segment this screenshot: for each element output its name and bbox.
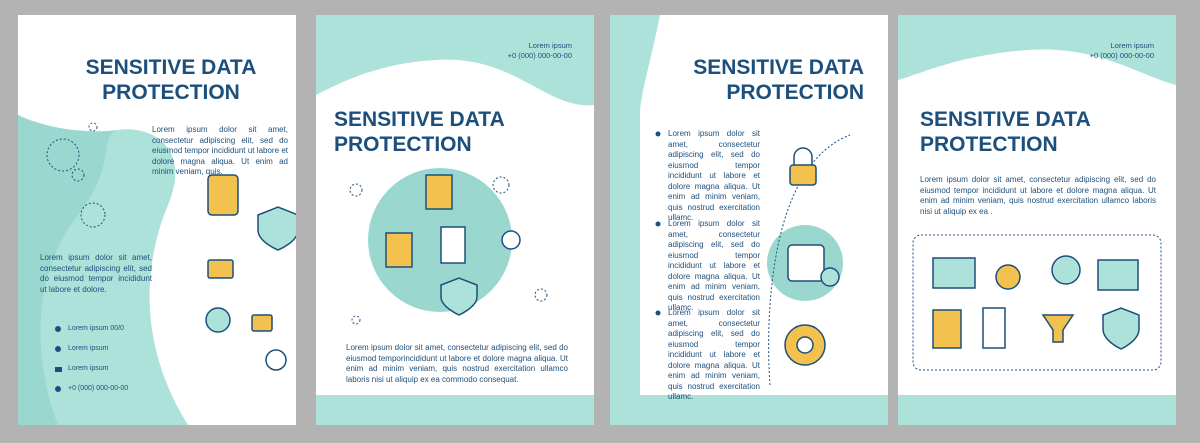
title-line: SENSITIVE DATA: [693, 56, 864, 79]
title: SENSITIVE DATA PROTECTION: [334, 107, 505, 157]
contact: Lorem ipsum: [68, 365, 109, 372]
contact: Lorem ipsum 00/0: [68, 325, 125, 332]
paragraph: Lorem ipsum dolor sit amet, consectetur …: [920, 175, 1156, 216]
paragraph: Lorem ipsum dolor sit amet, consectetur …: [668, 308, 760, 401]
page-3: SENSITIVE DATA PROTECTION Lorem ipsum dol…: [610, 15, 888, 425]
page-1: SENSITIVE DATA PROTECTION Lorem ipsum dol…: [18, 15, 296, 425]
title-line: SENSITIVE DATA: [85, 56, 257, 79]
contact: Lorem ipsum: [68, 345, 109, 352]
page-bg: [610, 15, 888, 425]
header-line: +0 (000) 000-00-00: [1089, 51, 1154, 60]
header-line: +0 (000) 000-00-00: [507, 51, 572, 60]
header: Lorem ipsum +0 (000) 000-00-00: [508, 41, 572, 61]
title: SENSITIVE DATA PROTECTION: [693, 55, 864, 105]
paragraph: Lorem ipsum dolor sit amet, consectetur …: [668, 219, 760, 312]
title-line: SENSITIVE DATA: [334, 108, 505, 131]
page-bg: [316, 15, 594, 425]
page-2: Lorem ipsum +0 (000) 000-00-00 SENSITIVE …: [316, 15, 594, 425]
title: SENSITIVE DATA PROTECTION: [920, 107, 1091, 157]
header-line: Lorem ipsum: [528, 41, 572, 50]
paragraph: Lorem ipsum dolor sit amet, consectetur …: [668, 129, 760, 222]
title-line: PROTECTION: [920, 133, 1058, 156]
header: Lorem ipsum +0 (000) 000-00-00: [1090, 41, 1154, 61]
page-bg: [18, 15, 296, 425]
paragraph: Lorem ipsum dolor sit amet, consectetur …: [40, 253, 152, 294]
title-line: PROTECTION: [102, 81, 240, 104]
paragraph: Lorem ipsum dolor sit amet, consectetur …: [346, 343, 568, 384]
paragraph: Lorem ipsum dolor sit amet, consectetur …: [152, 125, 288, 176]
header-line: Lorem ipsum: [1110, 41, 1154, 50]
title-line: PROTECTION: [726, 81, 864, 104]
page-bg: [898, 15, 1176, 425]
title: SENSITIVE DATA PROTECTION: [56, 55, 286, 105]
title-line: PROTECTION: [334, 133, 472, 156]
contact: +0 (000) 000-00-00: [68, 385, 129, 392]
page-4: Lorem ipsum +0 (000) 000-00-00 SENSITIVE …: [898, 15, 1176, 425]
title-line: SENSITIVE DATA: [920, 108, 1091, 131]
